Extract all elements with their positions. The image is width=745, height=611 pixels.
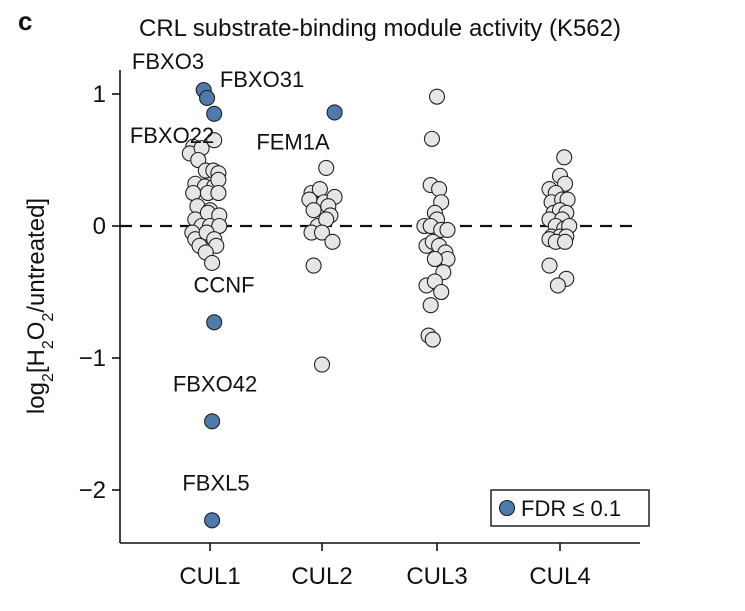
- data-point: [313, 224, 331, 241]
- y-tick-label: −2: [79, 477, 106, 504]
- annotation-label: FBXO3: [132, 49, 204, 74]
- significant-data-point: [204, 413, 221, 430]
- data-point: [431, 180, 448, 198]
- significant-data-point: [206, 105, 223, 122]
- x-tick-label: CUL2: [291, 563, 352, 590]
- data-point: [423, 130, 441, 147]
- y-tick-label: 1: [93, 81, 106, 108]
- data-point: [206, 132, 223, 149]
- data-point: [422, 297, 439, 314]
- data-point: [313, 356, 331, 373]
- annotation-label: FBXO42: [173, 371, 257, 396]
- data-point: [324, 233, 341, 250]
- data-point: [556, 149, 573, 166]
- data-point: [305, 202, 322, 219]
- significant-data-point: [199, 89, 216, 107]
- x-tick-label: CUL3: [406, 563, 467, 590]
- y-tick-label: −1: [79, 345, 106, 372]
- legend-label: FDR ≤ 0.1: [521, 496, 621, 521]
- annotation-label: FBXL5: [182, 470, 249, 495]
- data-point: [305, 257, 322, 274]
- data-point: [439, 221, 456, 239]
- annotation-label: CCNF: [193, 272, 254, 297]
- legend: FDR ≤ 0.1: [490, 489, 650, 527]
- significant-data-point: [206, 314, 223, 331]
- x-tick-label: CUL1: [179, 563, 240, 590]
- y-tick-label: 0: [93, 213, 106, 240]
- panel-label: c: [18, 6, 32, 36]
- data-point: [433, 283, 450, 301]
- data-point: [549, 277, 566, 294]
- significant-data-point: [326, 104, 343, 121]
- significant-data-point: [204, 512, 221, 529]
- data-point: [556, 233, 574, 250]
- data-point: [204, 254, 221, 272]
- annotation-label: FBXO22: [130, 123, 214, 148]
- legend-marker: [498, 499, 516, 517]
- data-points: [181, 81, 578, 529]
- axes: 1 0 −1 −2 CUL1 CUL2 CUL3 CUL4: [79, 70, 640, 590]
- data-point: [210, 184, 227, 202]
- data-point: [426, 250, 443, 268]
- y-axis-label-text: log2[H2O2/untreated]: [23, 198, 57, 414]
- data-point: [428, 88, 446, 105]
- annotations: FBXO3 FBXO31 FBXO22 FEM1A CCNF FBXO42 FBXL5: [130, 49, 330, 495]
- x-tick-label: CUL4: [529, 563, 590, 590]
- y-axis-label: log2[H2O2/untreated]: [23, 198, 57, 414]
- legend-box: [490, 489, 650, 527]
- data-point: [541, 257, 558, 274]
- annotation-label: FEM1A: [256, 129, 330, 154]
- chart-title: CRL substrate-binding module activity (K…: [139, 15, 621, 42]
- data-point: [318, 159, 335, 176]
- data-point: [424, 331, 441, 348]
- annotation-label: FBXO31: [220, 67, 304, 92]
